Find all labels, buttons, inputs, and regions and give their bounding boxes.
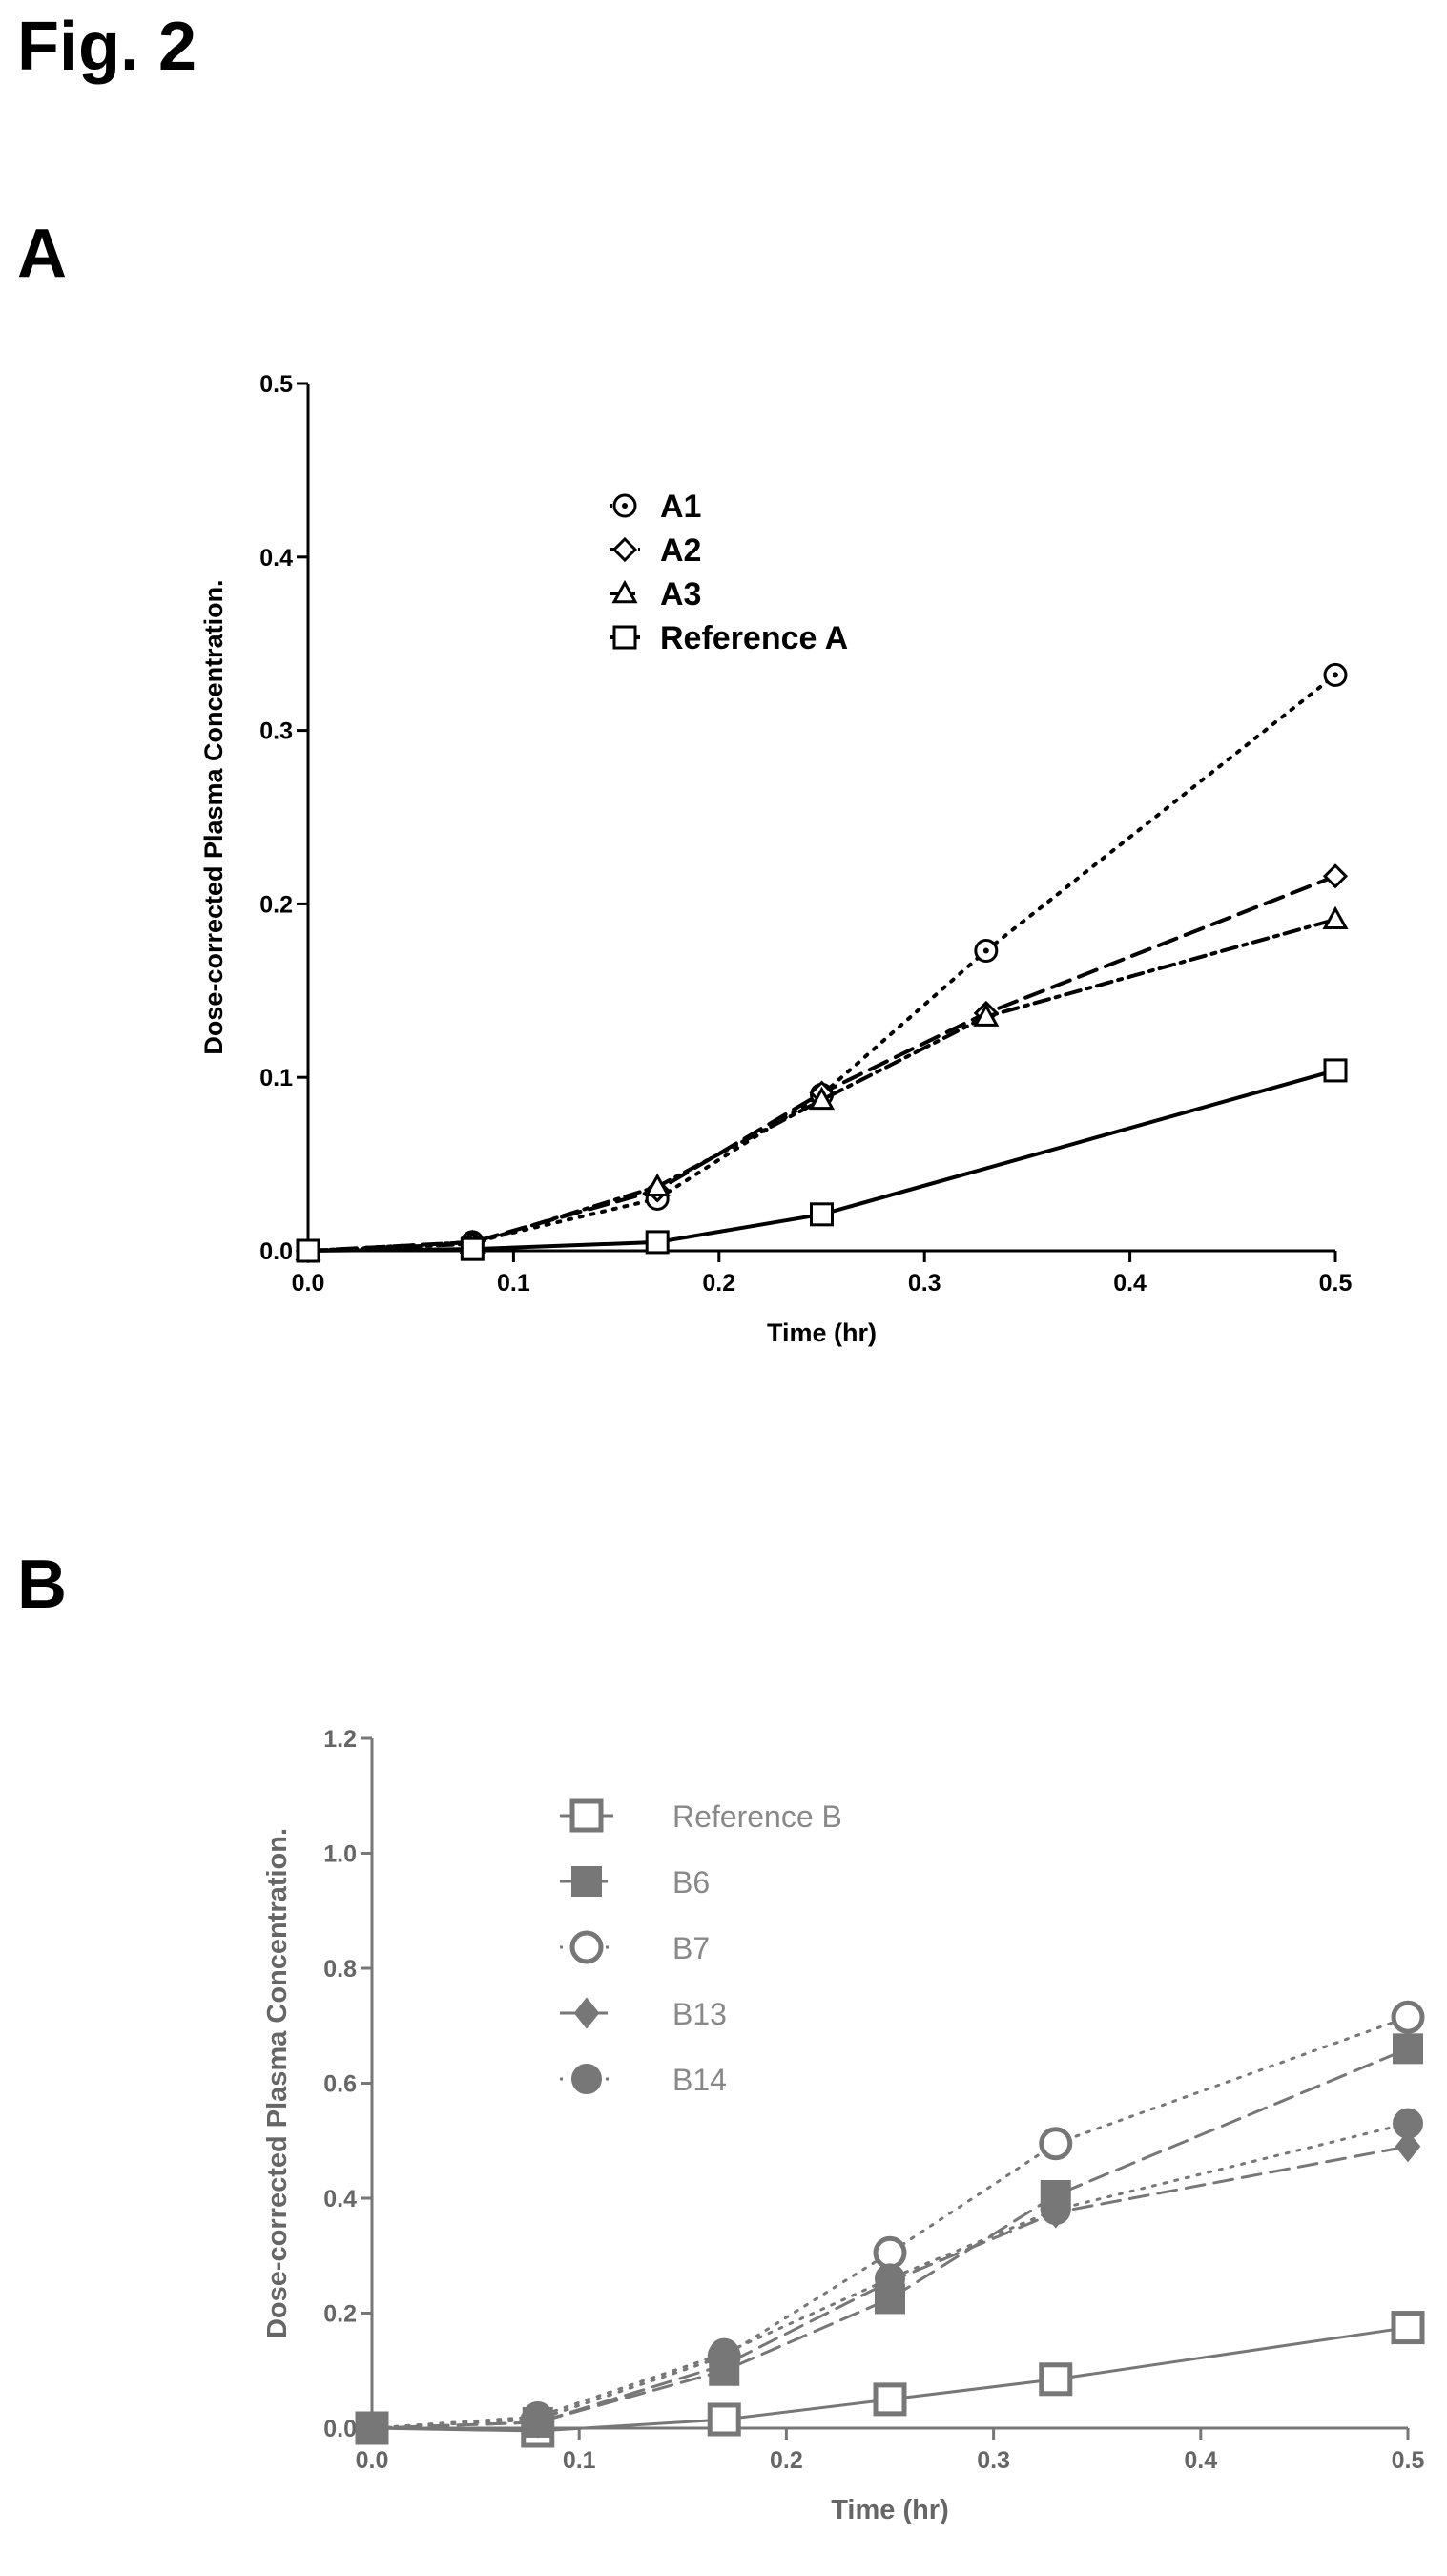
panel-b-legend-b13-marker <box>573 1997 600 2029</box>
panel-b-series-b14-point <box>1393 2108 1423 2139</box>
panel-a-series-a3-point <box>973 1003 1000 1027</box>
panel-a-legend-reference-a-marker <box>612 625 637 650</box>
panel-a-legend-reference-a-label: Reference A <box>660 620 848 656</box>
panel-b-x-tick-label: 0.0 <box>356 2447 389 2474</box>
panel-a-series-reference-a-point <box>810 1202 834 1227</box>
panel-a-series-reference-a-point <box>645 1230 670 1255</box>
panel-b-series-b14-point <box>875 2263 905 2295</box>
chart-panel-a: 0.0 0.1 0.2 0.3 0.4 0.5 0.0 0.1 0.2 0.3 0.4 0.5 Time… <box>199 371 1353 1347</box>
chart-panel-b: 0.0 0.2 0.4 0.6 0.8 1.0 1.2 0.0 0.1 0.2 0.3 0.4 0.5 T… <box>262 1726 1425 2525</box>
panel-a-legend-a1-marker-dot <box>622 503 628 509</box>
panel-label-b: B <box>17 1547 67 1623</box>
panel-a-x-axis-title: Time (hr) <box>767 1319 877 1347</box>
panel-b-series-reference-b-point <box>1391 2311 1425 2345</box>
panel-b-y-tick-label: 0.2 <box>323 2301 357 2328</box>
figure-title: Fig. 2 <box>17 9 197 85</box>
panel-b-series-b13-line <box>370 2145 1410 2430</box>
panel-b-x-axis-title: Time (hr) <box>831 2495 949 2525</box>
panel-b-legend-b6-label: B6 <box>672 1865 710 1900</box>
panel-b-y-tick-label: 0.4 <box>323 2186 357 2212</box>
panel-b-series-reference-b-point <box>1039 2362 1073 2397</box>
panel-a-x-tick-label: 0.3 <box>908 1270 941 1297</box>
panel-a-y-tick-label: 0.0 <box>259 1238 293 1265</box>
panel-a-legend-a2-label: A2 <box>660 532 701 569</box>
panel-b-x-tick-label: 0.3 <box>977 2447 1010 2474</box>
panel-b-y-tick-label: 0.6 <box>323 2071 357 2098</box>
panel-a-series-a2-point <box>1322 863 1349 889</box>
panel-b-y-tick-label: 1.2 <box>323 1726 357 1753</box>
panel-b-series-b14-point <box>357 2413 387 2443</box>
panel-b-legend-reference-b-label: Reference B <box>672 1799 842 1834</box>
panel-a-x-tick-label: 0.2 <box>702 1270 735 1297</box>
panel-a-x-tick-label: 0.1 <box>497 1270 530 1297</box>
panel-a-x-tick-label: 0.4 <box>1113 1270 1147 1297</box>
panel-a-y-tick-label: 0.1 <box>259 1065 293 1091</box>
panel-a-legend-a3-marker <box>611 579 638 604</box>
panel-b-y-axis-title: Dose-corrected Plasma Concentration. <box>262 1828 293 2338</box>
panel-b-series-b13-point <box>1395 2130 1421 2163</box>
panel-a-y-tick-label: 0.4 <box>259 545 293 571</box>
panel-b-series-b7-point <box>1391 2000 1425 2034</box>
panel-b-y-tick-label: 0.8 <box>323 1956 357 1983</box>
panel-b-legend-reference-b-marker <box>569 1798 604 1833</box>
panel-b-series-b14-point <box>709 2337 740 2369</box>
panel-b-series-reference-b-point <box>707 2402 741 2437</box>
panel-a-series-a3-point <box>1322 905 1349 930</box>
panel-b-series-b14-line <box>370 2122 1410 2430</box>
panel-a-y-tick-label: 0.3 <box>259 718 293 745</box>
panel-b-series-b7-point <box>1039 2127 1073 2161</box>
panel-a-series-a3-line <box>306 917 1337 1253</box>
panel-a-legend-a1-label: A1 <box>660 488 701 525</box>
panel-b-y-tick-label: 0.0 <box>323 2416 357 2442</box>
panel-a-x-tick-label: 0.5 <box>1319 1270 1353 1297</box>
panel-a-legend-a3-label: A3 <box>660 576 701 613</box>
panel-b-x-tick-label: 0.4 <box>1184 2447 1217 2474</box>
panel-b-x-tick-label: 0.5 <box>1392 2447 1425 2474</box>
panel-b-legend-b6-marker <box>571 1866 602 1897</box>
panel-b-series-b6-line <box>370 2046 1410 2430</box>
panel-b-x-tick-label: 0.2 <box>770 2447 803 2474</box>
panel-a-y-tick-label: 0.5 <box>259 371 293 398</box>
panel-b-series-reference-b-point <box>873 2382 907 2417</box>
panel-a-legend-a2-marker <box>611 536 638 563</box>
panel-b-series-b6-point <box>1393 2033 1423 2065</box>
panel-b-legend-b13-label: B13 <box>672 1997 727 2031</box>
panel-a-series-a1-point-dot <box>1333 672 1338 678</box>
panel-b-series-b14-point <box>1040 2194 1071 2226</box>
panel-b-y-tick-label: 1.0 <box>323 1841 357 1868</box>
panel-a-series-reference-a-point <box>460 1236 485 1261</box>
panel-b-series-b7-line <box>370 2015 1410 2430</box>
panel-a-series-a3-point <box>808 1086 836 1111</box>
panel-a-y-axis-title: Dose-corrected Plasma Concentration. <box>199 579 228 1054</box>
panel-b-x-tick-label: 0.1 <box>563 2447 596 2474</box>
panel-a-series-reference-a-point <box>296 1238 320 1263</box>
panel-b-series-reference-b-line <box>370 2326 1410 2433</box>
panel-a-series-reference-a-point <box>1323 1058 1348 1083</box>
panel-a-series-a1-point-dot <box>982 947 989 954</box>
panel-a-series-a2-line <box>306 874 1337 1253</box>
panel-b-legend-b14-marker <box>571 2064 602 2094</box>
panel-label-a: A <box>17 216 67 292</box>
panel-b-series-b14-point <box>522 2400 553 2432</box>
panel-a-y-tick-label: 0.2 <box>259 891 293 918</box>
panel-b-legend-b14-label: B14 <box>672 2063 727 2097</box>
panel-a-x-tick-label: 0.0 <box>292 1270 325 1297</box>
panel-b-legend-b7-marker <box>569 1930 604 1964</box>
panel-a-series-a3-point <box>644 1173 671 1197</box>
panel-b-legend-b7-label: B7 <box>672 1931 710 1965</box>
panel-b-series-b7-point <box>873 2235 907 2270</box>
